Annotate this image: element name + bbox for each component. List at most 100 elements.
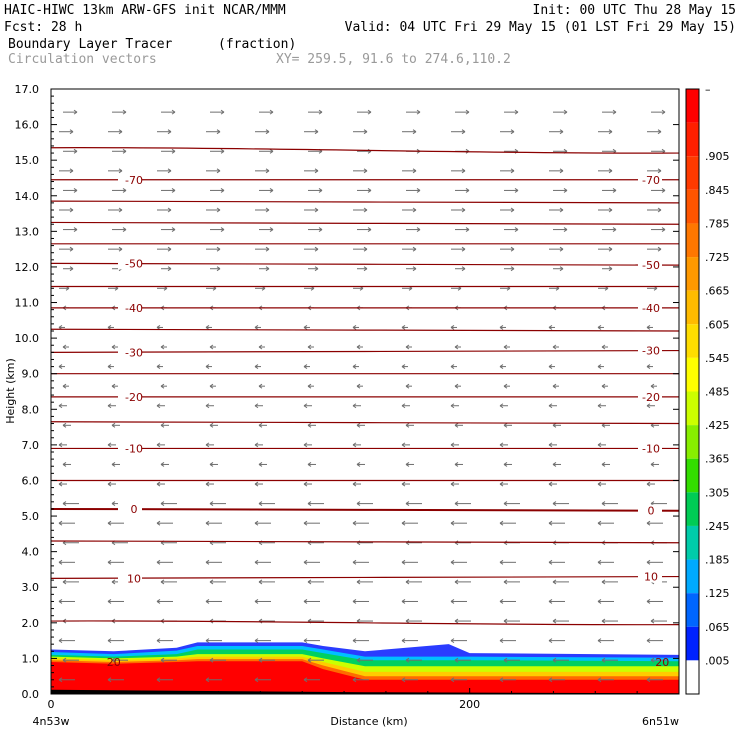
- circulation-vector: [352, 325, 359, 330]
- isotherm-label-bg: [638, 504, 662, 517]
- circulation-vector: [205, 638, 222, 644]
- circulation-vector: [454, 422, 463, 428]
- circulation-vector: [602, 266, 613, 272]
- circulation-vector: [206, 129, 221, 135]
- circulation-vector: [205, 481, 214, 487]
- circulation-vector: [597, 481, 606, 487]
- circulation-vector: [254, 325, 261, 330]
- circulation-vector: [548, 481, 557, 487]
- circulation-vector: [602, 188, 617, 193]
- y-tick-label: 14.0: [15, 190, 40, 203]
- circulation-vector: [210, 227, 225, 232]
- colorbar-label: .725: [705, 251, 730, 264]
- circulation-vector: [357, 227, 372, 232]
- circulation-vector: [62, 462, 71, 467]
- circulation-vector: [205, 364, 212, 370]
- circulation-vector: [402, 168, 417, 174]
- circulation-vector: [108, 129, 123, 135]
- circulation-vector: [63, 109, 78, 115]
- circulation-vector: [499, 364, 506, 370]
- circulation-vector: [401, 442, 410, 448]
- circulation-vector: [206, 246, 221, 252]
- circulation-vector: [58, 481, 67, 487]
- circulation-vector: [160, 344, 167, 350]
- colorbar-swatch: [686, 559, 699, 594]
- circulation-vector: [405, 344, 412, 350]
- circulation-vector: [597, 677, 614, 683]
- circulation-vector: [406, 109, 421, 115]
- circulation-vector: [405, 422, 414, 428]
- circulation-vector: [259, 188, 274, 193]
- circulation-vector: [553, 109, 568, 115]
- colorbar-swatch: [686, 626, 699, 661]
- circulation-vector: [258, 383, 265, 389]
- circulation-vector: [450, 677, 467, 683]
- circulation-vector: [108, 168, 123, 174]
- isotherm-label-bg: [118, 390, 142, 403]
- circulation-vector: [406, 266, 417, 272]
- circulation-vector: [402, 207, 417, 213]
- circulation-vector: [254, 638, 271, 644]
- circulation-vector: [157, 246, 172, 252]
- x-axis: 0 200: [48, 688, 638, 711]
- circulation-vector: [357, 109, 372, 115]
- circulation-vector: [552, 422, 561, 428]
- x-tick-label: 0: [48, 698, 55, 711]
- circulation-vector: [499, 520, 516, 526]
- circulation-vector: [205, 599, 222, 604]
- circulation-vector: [259, 148, 274, 154]
- circulation-vector: [549, 129, 564, 135]
- circulation-vector: [58, 364, 65, 370]
- y-tick-label: 13.0: [15, 225, 40, 238]
- circulation-vector: [112, 188, 127, 193]
- circulation-vector: [353, 246, 368, 252]
- colorbar-label: .605: [705, 318, 730, 331]
- field-name: Boundary Layer Tracer: [8, 37, 173, 52]
- circulation-vector: [651, 227, 666, 232]
- circulation-vector: [62, 344, 69, 350]
- circulation-vector: [63, 227, 78, 232]
- circulation-vector: [450, 559, 467, 565]
- circulation-vector: [59, 168, 74, 174]
- circulation-vector: [205, 559, 222, 565]
- circulation-vector: [308, 109, 323, 115]
- colorbar-swatch: [686, 525, 699, 560]
- circulation-vector: [62, 579, 79, 585]
- circulation-vector: [357, 188, 372, 193]
- circulation-vector: [58, 638, 75, 644]
- circulation-vector: [62, 422, 71, 428]
- isotherm-label-right: -40: [642, 302, 660, 315]
- circulation-vector: [304, 129, 319, 135]
- colorbar-label: .425: [705, 419, 730, 432]
- circulation-vector: [209, 383, 216, 389]
- circulation-vector: [356, 344, 363, 350]
- circulation-vector: [651, 109, 666, 115]
- terrain: [51, 689, 679, 694]
- circulation-vector: [597, 559, 614, 565]
- colorbar-swatch: [686, 290, 699, 325]
- circulation-vector: [602, 109, 617, 115]
- circulation-vector: [303, 638, 320, 644]
- circulation-vector: [303, 677, 320, 683]
- circulation-vector: [598, 168, 613, 174]
- circulation-vector: [500, 168, 515, 174]
- circulation-vector: [58, 403, 67, 409]
- circulation-vector: [552, 618, 569, 624]
- circulation-vector: [352, 638, 369, 644]
- colorbar: – .905 .845 .785 .725 .665 .605 .545 .485 .425 .36…: [685, 83, 730, 695]
- plot-frame: [50, 88, 680, 695]
- circulation-vector: [503, 657, 520, 663]
- circulation-vector: [107, 481, 116, 487]
- circulation-vector: [646, 364, 653, 370]
- circulation-vector: [111, 344, 118, 350]
- colorbar-swatch: [686, 458, 699, 493]
- isotherm-label-right: -10: [642, 442, 660, 455]
- circulation-vector: [161, 227, 176, 232]
- circulation-vector: [254, 442, 263, 448]
- y-tick-label: 6.0: [22, 474, 40, 487]
- circulation-vector: [206, 207, 221, 213]
- circulation-vector: [503, 618, 520, 624]
- circulation-vector: [160, 501, 177, 507]
- circulation-vector: [548, 599, 565, 604]
- circulation-vector: [548, 638, 565, 644]
